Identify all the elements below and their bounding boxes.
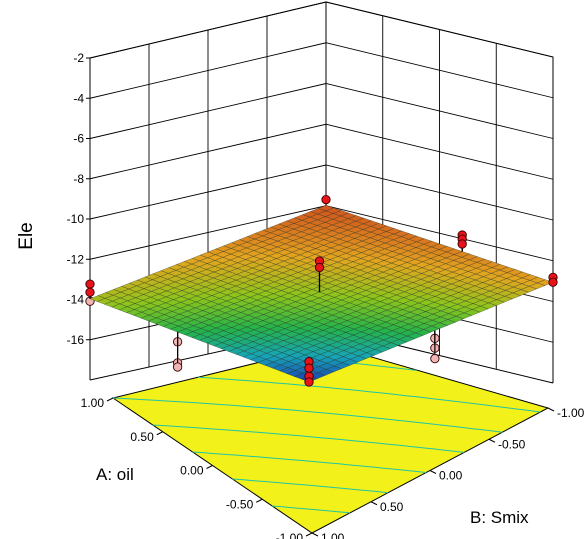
x-tick-label: -0.50 [226,497,254,511]
y-tick [311,532,319,537]
x-tick-label: 0.00 [180,464,204,478]
y-tick-label: 0.50 [380,500,404,514]
design-point [314,262,325,273]
x-tick-label: 0.50 [130,430,154,444]
y-tick [370,501,378,506]
y-tick [488,438,496,443]
z-tick-label: -8 [73,172,84,186]
z-tick-label: -4 [73,91,84,105]
y-tick-label: -0.50 [498,437,526,451]
x-tick [156,431,163,436]
z-tick-label: -2 [73,51,84,65]
z-grid-line [89,1,554,59]
design-point [304,377,314,387]
design-point [85,279,95,289]
design-point [304,363,314,373]
x-tick [106,397,114,402]
design-points [85,194,558,387]
design-point [548,277,558,287]
design-point [430,353,440,364]
z-grid-line [89,123,554,180]
design-point [457,239,467,249]
z-tick-label: -12 [67,252,85,266]
design-point [85,287,95,297]
y-tick-label: -1.00 [557,406,585,420]
z-grid-line [89,83,554,139]
floor-contour [192,451,427,473]
axis-labels: Ele A: oil B: Smix [16,222,529,527]
z-grid-line [89,164,554,221]
floor-contour [112,397,503,433]
y-tick-label: 0.00 [439,469,463,483]
y-axis-title: B: Smix [470,508,529,527]
floor-contour [272,505,351,514]
z-axis-title: Ele [16,222,37,249]
x-axis-title: A: oil [96,465,134,484]
floor-contour [232,478,389,494]
x-tick-label: 1.00 [81,396,105,410]
x-tick [206,465,213,469]
floor-contour [152,424,465,453]
y-tick [547,407,555,412]
box-walls: -2 -4 -6 -8 -10 -12 -14 -16 [67,1,554,384]
x-tick [305,532,313,537]
x-tick [256,498,263,503]
z-tick-label: -16 [67,333,85,347]
x-tick-label: -1.00 [276,531,304,539]
design-point [321,194,331,205]
z-grid-line [89,42,554,99]
y-tick [429,470,437,474]
z-tick-label: -10 [67,212,85,226]
z-tick-label: -6 [73,132,84,146]
floor-contour-plane: 1.00 0.50 0.00 -0.50 -1.00 -1.00 -0.50 0.00 0.50… [81,344,585,539]
floor-contour [198,376,541,413]
y-tick-label: 1.00 [321,531,345,539]
z-tick-label: -14 [67,293,85,307]
design-point [172,362,183,372]
response-surface [89,205,554,383]
